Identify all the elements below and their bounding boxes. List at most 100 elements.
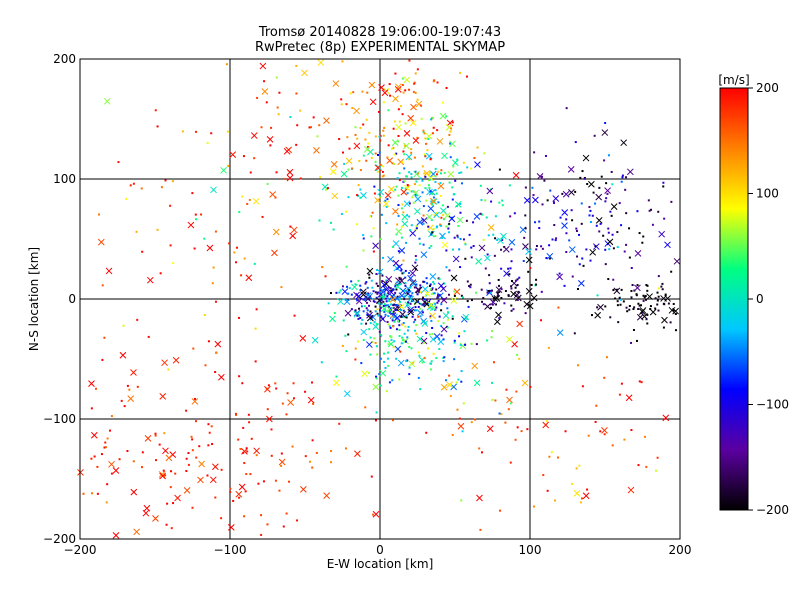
data-point-dot [442, 360, 445, 363]
data-point-dot [380, 299, 383, 302]
data-point-dot [172, 262, 175, 265]
data-point-dot [529, 267, 532, 270]
data-point-dot [514, 438, 517, 441]
chart-subtitle: RwPretec (8p) EXPERIMENTAL SKYMAP [255, 40, 505, 55]
data-point-dot [312, 402, 315, 405]
data-point-dot [341, 60, 344, 63]
data-point-dot [603, 433, 606, 436]
data-point-cross [407, 306, 414, 314]
data-point-cross [592, 243, 600, 250]
data-point-dot [181, 130, 184, 133]
data-point-dot [413, 156, 416, 159]
data-point-cross [183, 486, 191, 494]
data-point-cross [394, 283, 402, 290]
data-point-dot [612, 278, 615, 281]
data-point-cross [495, 286, 503, 294]
data-point-dot [385, 297, 388, 300]
data-point-dot [390, 289, 393, 292]
data-point-dot [376, 170, 379, 173]
data-point-dot [344, 334, 347, 337]
data-point-dot [500, 267, 503, 270]
data-point-dot [424, 187, 427, 190]
data-point-dot [207, 423, 210, 426]
data-point-dot [438, 278, 441, 281]
data-point-dot [369, 322, 372, 325]
data-point-dot [104, 441, 107, 444]
data-point-dot [319, 176, 322, 179]
data-point-dot [354, 347, 357, 350]
data-point-dot [459, 344, 462, 347]
data-point-dot [210, 132, 213, 135]
data-point-dot [660, 285, 663, 288]
data-point-dot [429, 190, 432, 193]
data-point-dot [135, 230, 138, 233]
data-point-dot [530, 283, 533, 286]
data-point-dot [423, 153, 426, 156]
data-point-cross [323, 492, 330, 499]
data-point-dot [490, 291, 493, 294]
data-point-dot [394, 285, 397, 288]
data-point-dot [434, 175, 437, 178]
data-point-cross [523, 300, 531, 308]
data-point-cross [503, 270, 510, 277]
data-point-dot [388, 83, 391, 86]
data-point-dot [423, 132, 426, 135]
data-point-dot [431, 116, 434, 119]
data-point-dot [350, 280, 353, 283]
data-point-dot [498, 201, 501, 204]
data-point-dot [630, 429, 633, 432]
data-point-dot [397, 309, 400, 312]
data-point-dot [504, 290, 507, 293]
colorbar-tick-label: 100 [756, 187, 779, 201]
data-point-dot [616, 231, 619, 234]
data-point-dot [345, 265, 348, 268]
data-point-cross [372, 323, 380, 330]
data-point-dot [432, 227, 435, 230]
data-point-dot [386, 309, 389, 312]
data-point-cross [673, 257, 681, 265]
data-point-dot [275, 387, 278, 390]
data-point-dot [187, 452, 190, 455]
data-point-cross [391, 139, 399, 146]
data-point-dot [487, 234, 490, 237]
data-point-dot [419, 315, 422, 318]
data-point-dot [443, 356, 446, 359]
data-point-dot [386, 357, 389, 360]
data-point-dot [246, 450, 249, 453]
data-point-dot [611, 233, 614, 236]
data-point-dot [412, 321, 415, 324]
data-point-dot [316, 135, 319, 138]
data-point-dot [571, 482, 574, 485]
data-point-dot [429, 288, 432, 291]
data-point-dot [174, 472, 177, 475]
data-point-dot [425, 431, 428, 434]
data-point-dot [422, 341, 425, 344]
data-point-dot [386, 156, 389, 159]
data-point-dot [370, 475, 373, 478]
data-point-dot [402, 211, 405, 214]
data-point-dot [507, 294, 510, 297]
data-point-dot [440, 216, 443, 219]
data-point-dot [448, 222, 451, 225]
data-point-dot [628, 305, 631, 308]
colorbar-tick-label: −200 [756, 503, 789, 517]
data-point-dot [442, 322, 445, 325]
data-point-dot [384, 293, 387, 296]
data-point-dot [185, 409, 188, 412]
data-point-dot [628, 227, 631, 230]
data-point-dot [398, 324, 401, 327]
data-point-dot [543, 179, 546, 182]
data-point-dot [248, 198, 251, 201]
data-point-dot [429, 362, 432, 365]
data-point-dot [426, 282, 429, 285]
data-point-dot [454, 179, 457, 182]
data-point-dot [409, 302, 412, 305]
data-point-dot [285, 512, 288, 515]
data-point-dot [633, 306, 636, 309]
data-point-cross [437, 182, 445, 190]
data-point-cross [440, 325, 448, 333]
data-point-dot [442, 214, 445, 217]
data-point-cross [307, 396, 315, 404]
data-point-dot [249, 171, 252, 174]
data-point-cross [159, 393, 167, 400]
